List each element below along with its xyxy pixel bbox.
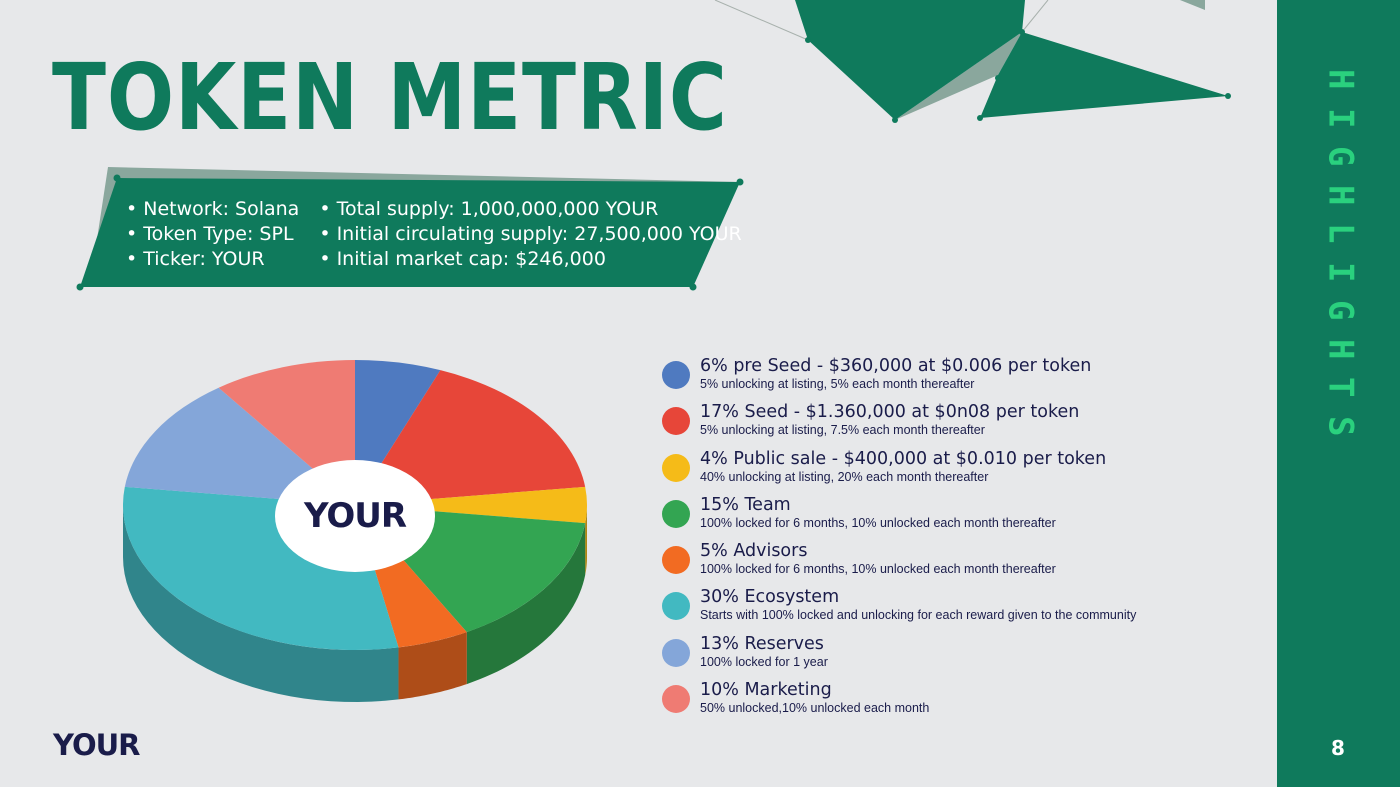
sidebar-title-letter: G [1320,146,1361,167]
network-info: Network: Solana [126,197,299,222]
legend-description: Starts with 100% locked and unlocking fo… [700,608,1137,623]
page-number: 8 [1331,736,1345,760]
pie-slice-side-public-sale [585,505,587,576]
footer-logo: YOUR [53,728,140,762]
pie-slice-side-team [466,523,586,685]
token-info: Network: Solana Token Type: SPL Ticker: … [126,197,742,272]
legend-swatch [662,361,690,389]
pie-slice-side-ecosystem [123,505,399,702]
sidebar-title-letter: T [1320,377,1361,398]
legend-swatch [662,592,690,621]
sidebar-title-letter: L [1320,223,1361,244]
page-title: TOKEN METRIC [52,44,728,151]
legend-label: 30% Ecosystem [700,587,840,608]
legend-label: 13% Reserves [700,633,824,654]
info-column-basic: Network: Solana Token Type: SPL Ticker: … [126,197,299,272]
highlights-sidebar [1277,0,1400,787]
sidebar-title-letter: G [1320,300,1361,321]
total-supply-info: Total supply: 1,000,000,000 YOUR [319,197,741,222]
pie-slice-public-sale [355,486,587,524]
sidebar-title-letter: H [1320,338,1361,359]
legend-swatch [662,453,690,482]
ticker-info: Ticker: YOUR [126,247,299,272]
pie-slice-side-advisors [398,632,467,700]
sidebar-title-letter: H [1320,184,1361,205]
sidebar-title-letter: I [1320,261,1361,282]
legend-label: 15% Team [700,494,791,515]
legend-label: 4% Public sale - $400,000 at $0.010 per … [700,448,1107,469]
legend-label: 10% Marketing [700,680,832,701]
legend-label: 5% Advisors [700,541,808,562]
legend-description: 5% unlocking at listing, 5% each month t… [700,377,975,391]
legend-description: 5% unlocking at listing, 7.5% each month… [700,423,985,438]
legend-description: 100% locked for 6 months, 10% unlocked e… [700,562,1056,577]
legend-swatch [662,407,690,436]
legend-description: 40% unlocking at listing, 20% each month… [700,469,989,484]
legend-label: 17% Seed - $1.360,000 at $0n08 per token [700,402,1080,423]
sidebar-title-letter: S [1320,415,1361,436]
legend-swatch [662,638,690,667]
legend-description: 100% locked for 6 months, 10% unlocked e… [700,515,1056,530]
center-logo: YOUR [275,460,435,572]
legend-swatch [662,499,690,528]
sidebar-title-letter: I [1320,107,1361,128]
sidebar-title: H I G H L I G H T S [1300,60,1380,445]
market-cap-info: Initial market cap: $246,000 [319,247,741,272]
legend-swatch [662,685,690,714]
token-type-info: Token Type: SPL [126,222,299,247]
legend-label: 6% pre Seed - $360,000 at $0.006 per tok… [700,356,1092,376]
circulating-supply-info: Initial circulating supply: 27,500,000 Y… [319,222,742,247]
legend-description: 100% locked for 1 year [700,654,828,669]
legend-swatch [662,546,690,575]
sidebar-title-letter: H [1320,69,1361,90]
info-column-supply: Total supply: 1,000,000,000 YOUR Initial… [319,197,742,272]
legend-description: 50% unlocked,10% unlocked each month [700,701,930,716]
pie-slice-seed [355,370,586,505]
